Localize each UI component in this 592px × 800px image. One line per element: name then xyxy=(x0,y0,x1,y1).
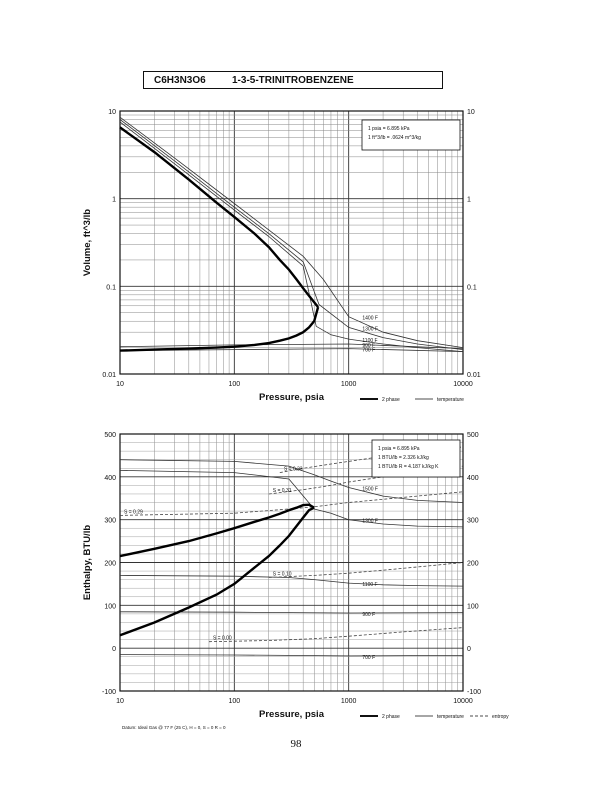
enth-y-tick-label-left: 100 xyxy=(104,603,116,610)
datum-note: Datum: Ideal Gas @ 77 F (25 C), H = 0, S… xyxy=(122,725,226,730)
enth-x-tick-label: 10000 xyxy=(453,698,473,705)
vol-isotherm-label: 1100 F xyxy=(362,338,377,344)
enth-isentrope-label: S = 0.10 xyxy=(273,571,292,577)
enth-isotherm-label: 1300 F xyxy=(362,519,378,525)
enth-isotherm-line xyxy=(119,470,464,528)
enth-x-axis-label: Pressure, psia xyxy=(259,709,325,720)
enth-isotherm-line xyxy=(119,611,464,614)
enth-y-tick-label-right: -100 xyxy=(467,689,481,696)
vol-x-tick-label: 10 xyxy=(116,381,124,388)
enth-legend-label: entropy xyxy=(492,714,509,720)
enth-y-tick-label-left: 300 xyxy=(104,518,116,525)
enth-y-tick-label-left: -100 xyxy=(102,689,116,696)
vol-conversion-text: 1 psia = 6.895 kPa xyxy=(368,126,410,132)
vol-y-tick-label-left: 0.01 xyxy=(102,372,116,379)
enth-isentrope-label: S = 0.00 xyxy=(213,636,232,642)
enth-plot-frame xyxy=(119,433,464,692)
vol-conversion-text: 1 ft^3/lb = .0624 m^3/kg xyxy=(368,135,421,141)
enth-conversion-box xyxy=(371,439,461,478)
enth-legend-label: temperature xyxy=(437,714,464,720)
vol-x-tick-label: 10000 xyxy=(453,381,473,388)
vol-y-tick-label-left: 10 xyxy=(108,109,116,116)
enth-y-tick-label-right: 500 xyxy=(467,432,479,439)
enth-isentrope-label: S = 0.31 xyxy=(273,488,292,494)
enth-conversion-text: 1 BTU/lb R = 4.187 kJ/kg K xyxy=(378,464,439,470)
vol-isotherm-label: 900 F xyxy=(362,343,375,349)
vol-dome-liquid-line xyxy=(119,306,320,352)
chart-title-box: C6H3N3O6 1-3-5-TRINITROBENZENE xyxy=(143,71,443,89)
enth-legend-label: 2 phase xyxy=(382,714,400,720)
vol-isotherm-line xyxy=(119,116,464,348)
enth-conversion-text: 1 BTU/lb = 2.326 kJ/kg xyxy=(378,455,429,461)
enth-dome-vapor-line xyxy=(119,503,315,558)
vol-y-tick-label-right: 10 xyxy=(467,109,475,116)
enth-y-tick-label-right: 200 xyxy=(467,561,479,568)
enth-isentrope-line xyxy=(208,627,464,643)
vol-x-tick-label: 100 xyxy=(228,381,240,388)
enth-y-tick-label-right: 100 xyxy=(467,603,479,610)
vol-y-tick-label-left: 0.1 xyxy=(106,284,116,291)
vol-legend-label: temperature xyxy=(437,397,464,403)
enth-y-tick-label-right: 0 xyxy=(467,646,471,653)
enth-x-tick-label: 10 xyxy=(116,698,124,705)
enth-isentrope-line xyxy=(268,562,464,578)
formula-label: C6H3N3O6 xyxy=(154,75,206,86)
vol-x-axis-label: Pressure, psia xyxy=(259,392,325,403)
enth-isentrope-label: S = 0.33 xyxy=(284,467,303,473)
vol-conversion-box xyxy=(361,119,461,151)
enth-dome-liquid-line xyxy=(119,506,315,637)
compound-name: 1-3-5-TRINITROBENZENE xyxy=(232,75,354,86)
enth-y-tick-label-left: 0 xyxy=(112,646,116,653)
enth-isotherm-line xyxy=(119,654,464,657)
enth-y-tick-label-left: 400 xyxy=(104,475,116,482)
enth-isotherm-label: 1500 F xyxy=(362,487,378,493)
vol-isotherm-label: 1300 F xyxy=(362,326,378,332)
vol-y-tick-label-right: 0.1 xyxy=(467,284,477,291)
enth-y-axis-label: Enthalpy, BTU/lb xyxy=(82,525,93,600)
vol-y-tick-label-left: 1 xyxy=(112,197,116,204)
vol-plot-frame xyxy=(119,110,464,375)
vol-isotherm-line xyxy=(119,343,464,349)
enth-conversion-text: 1 psia = 6.895 kPa xyxy=(378,446,420,452)
enth-isotherm-label: 900 F xyxy=(362,612,375,618)
enth-isotherm-label: 700 F xyxy=(362,655,375,661)
vol-isotherm-line xyxy=(119,119,464,350)
enth-y-tick-label-right: 400 xyxy=(467,475,479,482)
vol-isotherm-label: 700 F xyxy=(362,348,375,354)
enth-isentrope-line xyxy=(119,491,464,516)
vol-isotherm-line xyxy=(119,121,464,352)
vol-y-tick-label-right: 1 xyxy=(467,197,471,204)
vol-y-tick-label-right: 0.01 xyxy=(467,372,481,379)
enth-x-tick-label: 100 xyxy=(228,698,240,705)
vol-legend-label: 2 phase xyxy=(382,397,400,403)
vol-x-tick-label: 1000 xyxy=(341,381,357,388)
vol-y-axis-label: Volume, ft^3/lb xyxy=(82,209,93,276)
enth-isentrope-label: S = 0.29 xyxy=(124,509,143,515)
vol-isotherm-label: 1400 F xyxy=(362,316,378,322)
enth-y-tick-label-left: 500 xyxy=(104,432,116,439)
enth-isotherm-line xyxy=(119,459,464,503)
enth-y-tick-label-right: 300 xyxy=(467,518,479,525)
enth-x-tick-label: 1000 xyxy=(341,698,357,705)
enth-y-tick-label-left: 200 xyxy=(104,561,116,568)
vol-dome-vapor-line xyxy=(119,126,320,308)
enth-isotherm-label: 1100 F xyxy=(362,582,377,588)
page-number: 98 xyxy=(290,738,302,750)
